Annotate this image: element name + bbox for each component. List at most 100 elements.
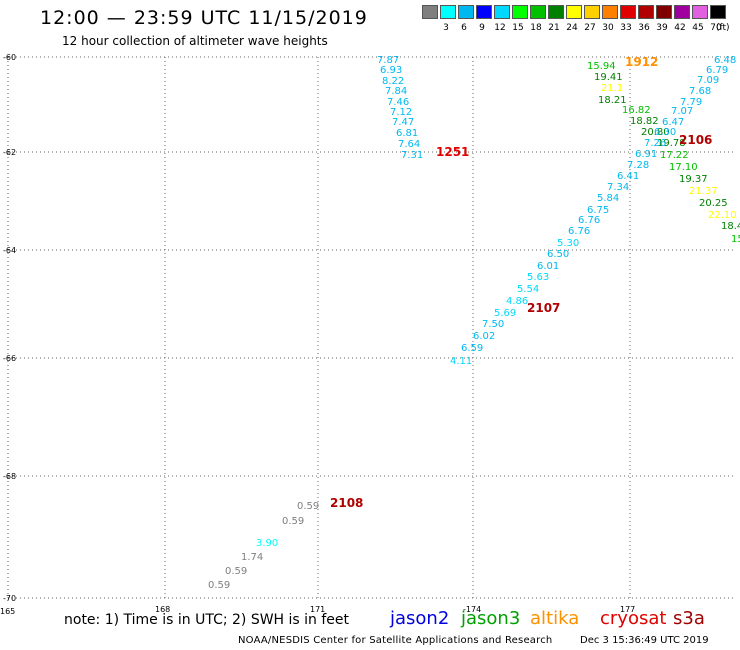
wave-height-value: 17.10 xyxy=(669,162,698,173)
wave-height-value: 6.91 xyxy=(635,149,657,160)
legend-label: 33 xyxy=(620,23,632,33)
latitude-label: -60 xyxy=(3,53,16,62)
wave-height-value: 7.64 xyxy=(398,139,420,150)
legend-label: 36 xyxy=(638,23,650,33)
credit-line: NOAA/NESDIS Center for Satellite Applica… xyxy=(238,635,553,646)
legend-swatch xyxy=(710,5,726,19)
wave-height-value: 6.81 xyxy=(396,128,418,139)
wave-height-value: 6.79 xyxy=(706,65,728,76)
wave-height-value: 7.26 xyxy=(644,138,666,149)
wave-height-value: 7.47 xyxy=(392,117,414,128)
wave-height-value: 7.50 xyxy=(482,319,504,330)
wave-height-value: 4.11 xyxy=(450,356,472,367)
wave-height-value: 4.86 xyxy=(506,296,528,307)
satellite-name-s3a: s3a xyxy=(673,608,705,629)
wave-height-value: 18.4 xyxy=(721,221,740,232)
legend-swatch xyxy=(458,5,474,19)
legend-label: 21 xyxy=(548,23,560,33)
wave-height-value: 5.69 xyxy=(494,308,516,319)
latitude-label: -68 xyxy=(3,472,16,481)
wave-height-value: 0.59 xyxy=(297,501,319,512)
wave-height-value: 6.75 xyxy=(587,205,609,216)
wave-height-value: 7.09 xyxy=(697,75,719,86)
wave-height-value: 5.30 xyxy=(557,238,579,249)
legend-swatch xyxy=(656,5,672,19)
legend-label: 70 xyxy=(710,23,722,33)
legend-label: 27 xyxy=(584,23,596,33)
wave-height-value: 0.59 xyxy=(282,516,304,527)
legend-label: 42 xyxy=(674,23,686,33)
wave-height-value: 6.48 xyxy=(714,55,736,66)
legend-swatch xyxy=(512,5,528,19)
wave-height-value: 21.37 xyxy=(689,186,718,197)
latitude-label: -62 xyxy=(3,148,16,157)
legend-label: 15 xyxy=(512,23,524,33)
legend-swatch xyxy=(692,5,708,19)
wave-height-value: 7.87 xyxy=(377,55,399,66)
wave-height-value: 1.74 xyxy=(241,552,263,563)
legend-label: 9 xyxy=(479,23,485,33)
wave-height-value: 7.46 xyxy=(387,97,409,108)
footer-note: note: 1) Time is in UTC; 2) SWH is in fe… xyxy=(64,612,350,628)
satellite-name-jason2: jason2 xyxy=(390,608,450,629)
track-2108: 0.59 0.59 3.90 1.74 0.59 0.59 xyxy=(208,501,319,591)
wave-height-value: 6.41 xyxy=(617,171,639,182)
wave-height-value: 6.76 xyxy=(578,215,600,226)
wave-height-value: 0.59 xyxy=(225,566,247,577)
longitude-labels: 165 168 171 -174 177 xyxy=(0,605,635,616)
track-2107: 6.015.635.544.865.697.506.026.59 4.11 xyxy=(450,261,559,367)
legend-label: 24 xyxy=(566,23,578,33)
wave-height-value: 7.28 xyxy=(627,160,649,171)
latitude-label: -66 xyxy=(3,354,16,363)
wave-height-value: 5.63 xyxy=(527,272,549,283)
legend-swatch xyxy=(638,5,654,19)
wave-height-value: 7.34 xyxy=(607,182,629,193)
legend-label: 12 xyxy=(494,23,506,33)
pass-time-label: 1251 xyxy=(436,145,469,159)
legend-units: (ft) xyxy=(716,23,730,33)
wave-height-value: 0.59 xyxy=(208,580,230,591)
longitude-label: 165 xyxy=(0,607,15,616)
legend-label: 18 xyxy=(530,23,542,33)
legend-label: 39 xyxy=(656,23,668,33)
latitude-label: -70 xyxy=(3,594,16,603)
wave-height-value: 7.84 xyxy=(385,86,407,97)
wave-height-value: 5.54 xyxy=(517,284,539,295)
wave-height-value: 20.80 xyxy=(641,127,670,138)
wave-height-value: 19.41 xyxy=(594,72,623,83)
wave-height-value: 19.37 xyxy=(679,174,708,185)
longitude-label: 177 xyxy=(620,605,635,614)
legend-swatch xyxy=(440,5,456,19)
pass-time-label: 2106 xyxy=(679,133,712,147)
wave-height-value: 6.02 xyxy=(473,331,495,342)
wave-height-value: 6.50 xyxy=(547,249,569,260)
wave-height-value: 18.21 xyxy=(598,95,627,106)
longitude-label: -174 xyxy=(463,605,481,614)
legend-label: 30 xyxy=(602,23,614,33)
legend-swatch xyxy=(620,5,636,19)
wave-height-value: 17.22 xyxy=(660,150,689,161)
legend-label: 6 xyxy=(461,23,467,33)
wave-height-value: 18.82 xyxy=(630,116,659,127)
wave-height-value: 6.30 xyxy=(654,127,676,138)
wave-height-value: 6.76 xyxy=(568,226,590,237)
wave-height-value: 21.1 xyxy=(601,83,623,94)
satellite-name-altika: altika xyxy=(530,608,580,629)
wave-height-value: 7.68 xyxy=(689,86,711,97)
legend-swatch xyxy=(566,5,582,19)
pass-time-label: 2107 xyxy=(527,301,560,315)
wave-height-value: 7.31 xyxy=(401,150,423,161)
map-subtitle: 12 hour collection of altimeter wave hei… xyxy=(62,34,328,48)
wave-height-value: 6.59 xyxy=(461,343,483,354)
longitude-label: 168 xyxy=(155,605,170,614)
map-title: 12:00 — 23:59 UTC 11/15/2019 xyxy=(40,7,368,29)
legend-label: 3 xyxy=(443,23,449,33)
wave-height-value: 15.94 xyxy=(587,61,616,72)
legend-label: 45 xyxy=(692,23,704,33)
legend-swatch xyxy=(548,5,564,19)
wave-height-value: 16.82 xyxy=(622,105,651,116)
legend-swatch xyxy=(476,5,492,19)
legend-swatch xyxy=(422,5,438,19)
legend-swatch xyxy=(584,5,600,19)
